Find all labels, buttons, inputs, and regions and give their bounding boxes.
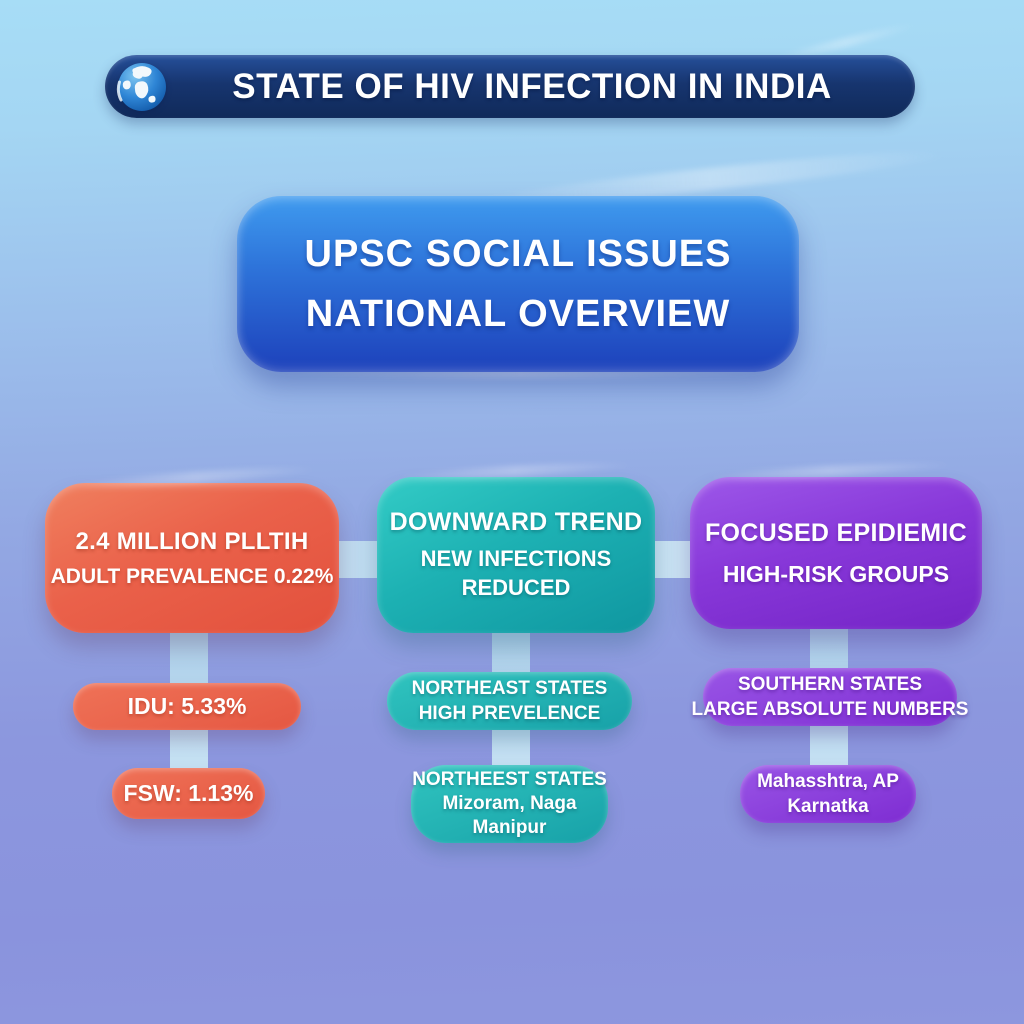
pill-line: NORTHEAST STATES (411, 677, 608, 699)
card-title: 2.4 MILLION PLLTIH (75, 527, 309, 555)
pill-line: IDU: 5.33% (127, 693, 247, 719)
pill-northeast-prevalence: NORTHEAST STATES HIGH PREVELENCE (387, 672, 632, 730)
card-national-burden: 2.4 MILLION PLLTIH ADULT PREVALENCE 0.22… (45, 483, 339, 633)
pill-line: Mahasshtra, AP (757, 770, 899, 792)
pill-line: SOUTHERN STATES (737, 673, 923, 695)
globe-icon (116, 62, 166, 111)
pill-line: Karnatka (787, 796, 869, 817)
pill-line: LARGE ABSOLUTE NUMBERS (691, 699, 969, 720)
page-title: STATE OF HIV INFECTION IN INDIA (232, 66, 832, 106)
card-downward-trend: DOWNWARD TREND NEW INFECTIONS REDUCED (377, 477, 655, 633)
card-title: FOCUSED EPIDIEMIC (704, 518, 968, 547)
header-banner: STATE OF HIV INFECTION IN INDIA (105, 55, 915, 118)
card-subtitle-line: NEW INFECTIONS (420, 545, 612, 571)
pill-line: HIGH PREVELENCE (418, 703, 601, 724)
pill-line: NORTHEEST STATES (412, 769, 607, 791)
pill-northeast-states: NORTHEEST STATES Mizoram, Naga Manipur (411, 765, 608, 843)
card-subtitle-line: HIGH-RISK GROUPS (722, 560, 950, 587)
overview-line-2: NATIONAL OVERVIEW (305, 292, 731, 335)
overview-line-1: UPSC SOCIAL ISSUES (304, 232, 732, 275)
overview-card: UPSC SOCIAL ISSUES NATIONAL OVERVIEW (237, 196, 799, 372)
card-subtitle-line: REDUCED (461, 574, 571, 600)
pill-line: Manipur (472, 816, 547, 838)
pill-southern-states: SOUTHERN STATES LARGE ABSOLUTE NUMBERS (692, 668, 968, 726)
pill-southern-state-names: Mahasshtra, AP Karnatka (740, 765, 916, 823)
pill-fsw-rate: FSW: 1.13% (112, 768, 265, 819)
card-focused-epidemic: FOCUSED EPIDIEMIC HIGH-RISK GROUPS (690, 477, 982, 629)
card-subtitle-line: ADULT PREVALENCE 0.22% (50, 564, 334, 588)
card-title: DOWNWARD TREND (389, 507, 643, 536)
pill-line: FSW: 1.13% (123, 780, 254, 806)
pill-idu-rate: IDU: 5.33% (73, 683, 301, 730)
pill-line: Mizoram, Naga (442, 793, 577, 815)
